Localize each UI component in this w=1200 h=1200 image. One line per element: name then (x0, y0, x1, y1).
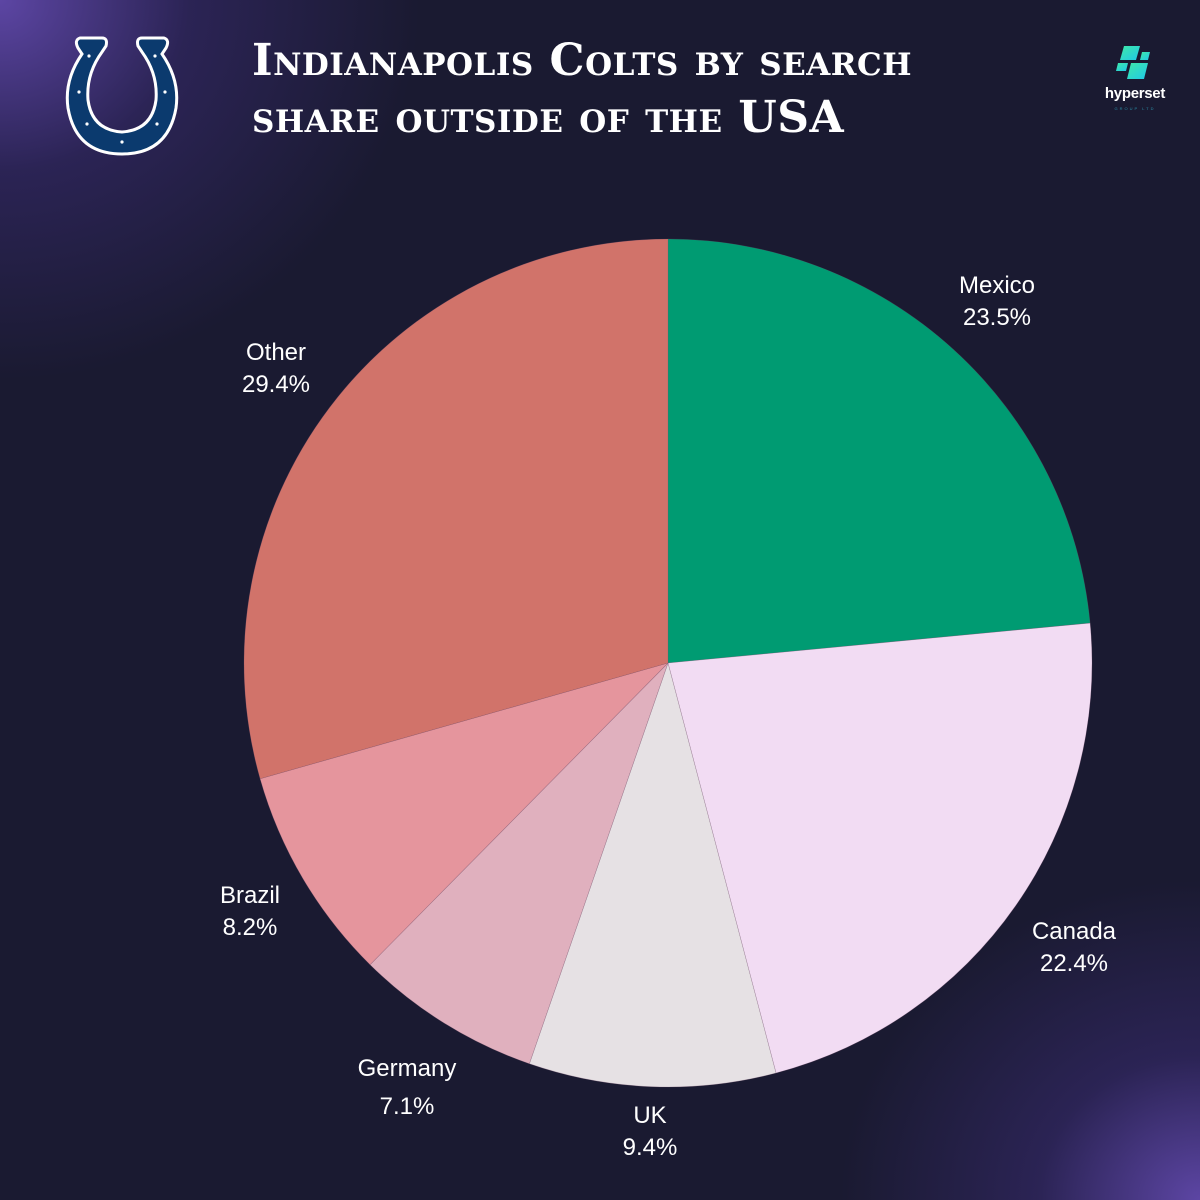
title-line-2: share outside of the USA (252, 92, 845, 143)
pie-slice-germany (369, 662, 669, 1065)
label-mexico: Mexico 23.5% (958, 272, 1036, 331)
pie-slice-uk (529, 661, 777, 1088)
pie-slice-mexico (667, 238, 1091, 664)
pie-slice-canada (667, 622, 1093, 1074)
chart-title: Indianapolis Colts by search share outsi… (252, 32, 1072, 146)
brand-subtitle: GROUP LTD (1114, 106, 1156, 111)
label-canada: Canada 22.4% (1031, 918, 1117, 977)
label-other: Other 29.4% (241, 339, 311, 398)
pie-slice-brazil (259, 662, 670, 966)
horseshoe-logo-icon (65, 36, 179, 156)
brand-name: hyperset (1104, 85, 1166, 102)
pie-slice-other (243, 238, 669, 780)
hyperset-brand: hyperset GROUP LTD (1090, 40, 1180, 120)
label-uk: UK 9.4% (622, 1102, 678, 1161)
hyperset-logo-icon (1116, 46, 1150, 79)
label-germany: Germany 7.1% (357, 1055, 457, 1120)
label-brazil: Brazil 8.2% (219, 882, 280, 941)
title-line-1: Indianapolis Colts by search (252, 35, 913, 86)
